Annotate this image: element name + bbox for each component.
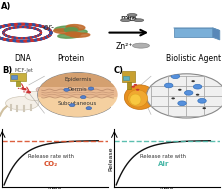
Bar	[11, 75, 17, 79]
Y-axis label: Release: Release	[108, 146, 113, 170]
Ellipse shape	[70, 33, 90, 37]
Ellipse shape	[65, 32, 81, 36]
Ellipse shape	[128, 90, 148, 107]
Y-axis label: Release: Release	[0, 146, 1, 170]
Text: CO₂: CO₂	[44, 161, 58, 167]
Bar	[123, 76, 129, 80]
Text: Release rate with: Release rate with	[140, 154, 186, 159]
Ellipse shape	[36, 87, 44, 92]
Circle shape	[64, 88, 69, 91]
Circle shape	[134, 19, 144, 22]
Circle shape	[133, 43, 149, 48]
Circle shape	[131, 86, 135, 88]
X-axis label: Time: Time	[159, 187, 175, 189]
Circle shape	[22, 88, 27, 90]
Circle shape	[38, 73, 118, 117]
Text: Protein: Protein	[57, 54, 85, 63]
Ellipse shape	[55, 26, 78, 31]
Circle shape	[198, 98, 206, 103]
Circle shape	[127, 14, 137, 16]
Circle shape	[69, 104, 75, 107]
Circle shape	[134, 84, 137, 86]
Ellipse shape	[6, 97, 39, 110]
Text: C): C)	[113, 67, 123, 75]
Bar	[122, 71, 135, 82]
Polygon shape	[213, 28, 220, 40]
Ellipse shape	[54, 29, 75, 34]
Bar	[127, 82, 131, 88]
Text: B): B)	[2, 67, 12, 75]
Circle shape	[86, 107, 91, 110]
Text: A): A)	[1, 2, 12, 11]
Text: Epidermis: Epidermis	[64, 77, 91, 82]
Circle shape	[80, 96, 86, 99]
Bar	[16, 81, 20, 86]
Text: -or-: -or-	[41, 23, 54, 32]
X-axis label: Time: Time	[47, 187, 63, 189]
Text: MCF-Jet: MCF-Jet	[14, 68, 33, 73]
Circle shape	[178, 101, 186, 106]
Text: Air: Air	[158, 161, 169, 167]
Text: Zn²⁺: Zn²⁺	[116, 43, 133, 51]
Ellipse shape	[66, 25, 85, 30]
Text: DNA: DNA	[14, 54, 31, 63]
Ellipse shape	[130, 94, 141, 105]
Circle shape	[184, 91, 193, 95]
Circle shape	[196, 94, 199, 96]
Circle shape	[171, 97, 175, 99]
Text: Biolistic Agent: Biolistic Agent	[166, 54, 221, 63]
Circle shape	[27, 91, 31, 94]
Circle shape	[165, 83, 173, 88]
Circle shape	[121, 19, 130, 22]
Bar	[10, 73, 26, 81]
Polygon shape	[38, 87, 118, 97]
Ellipse shape	[68, 29, 87, 34]
Circle shape	[136, 89, 139, 91]
Ellipse shape	[64, 28, 78, 32]
Circle shape	[88, 87, 94, 90]
Text: mIM: mIM	[121, 14, 137, 23]
Circle shape	[178, 89, 182, 91]
Text: Release rate with: Release rate with	[28, 154, 74, 159]
Circle shape	[193, 84, 202, 89]
Ellipse shape	[124, 85, 155, 109]
Polygon shape	[38, 97, 118, 117]
Polygon shape	[174, 28, 220, 30]
Circle shape	[191, 80, 195, 82]
Circle shape	[171, 74, 180, 79]
Ellipse shape	[25, 91, 44, 101]
Polygon shape	[174, 28, 213, 37]
Ellipse shape	[58, 33, 80, 38]
Polygon shape	[38, 73, 118, 87]
Text: Dermis: Dermis	[68, 87, 87, 92]
Circle shape	[202, 107, 206, 109]
Circle shape	[147, 74, 222, 118]
Text: Subcutaneous: Subcutaneous	[58, 101, 97, 106]
